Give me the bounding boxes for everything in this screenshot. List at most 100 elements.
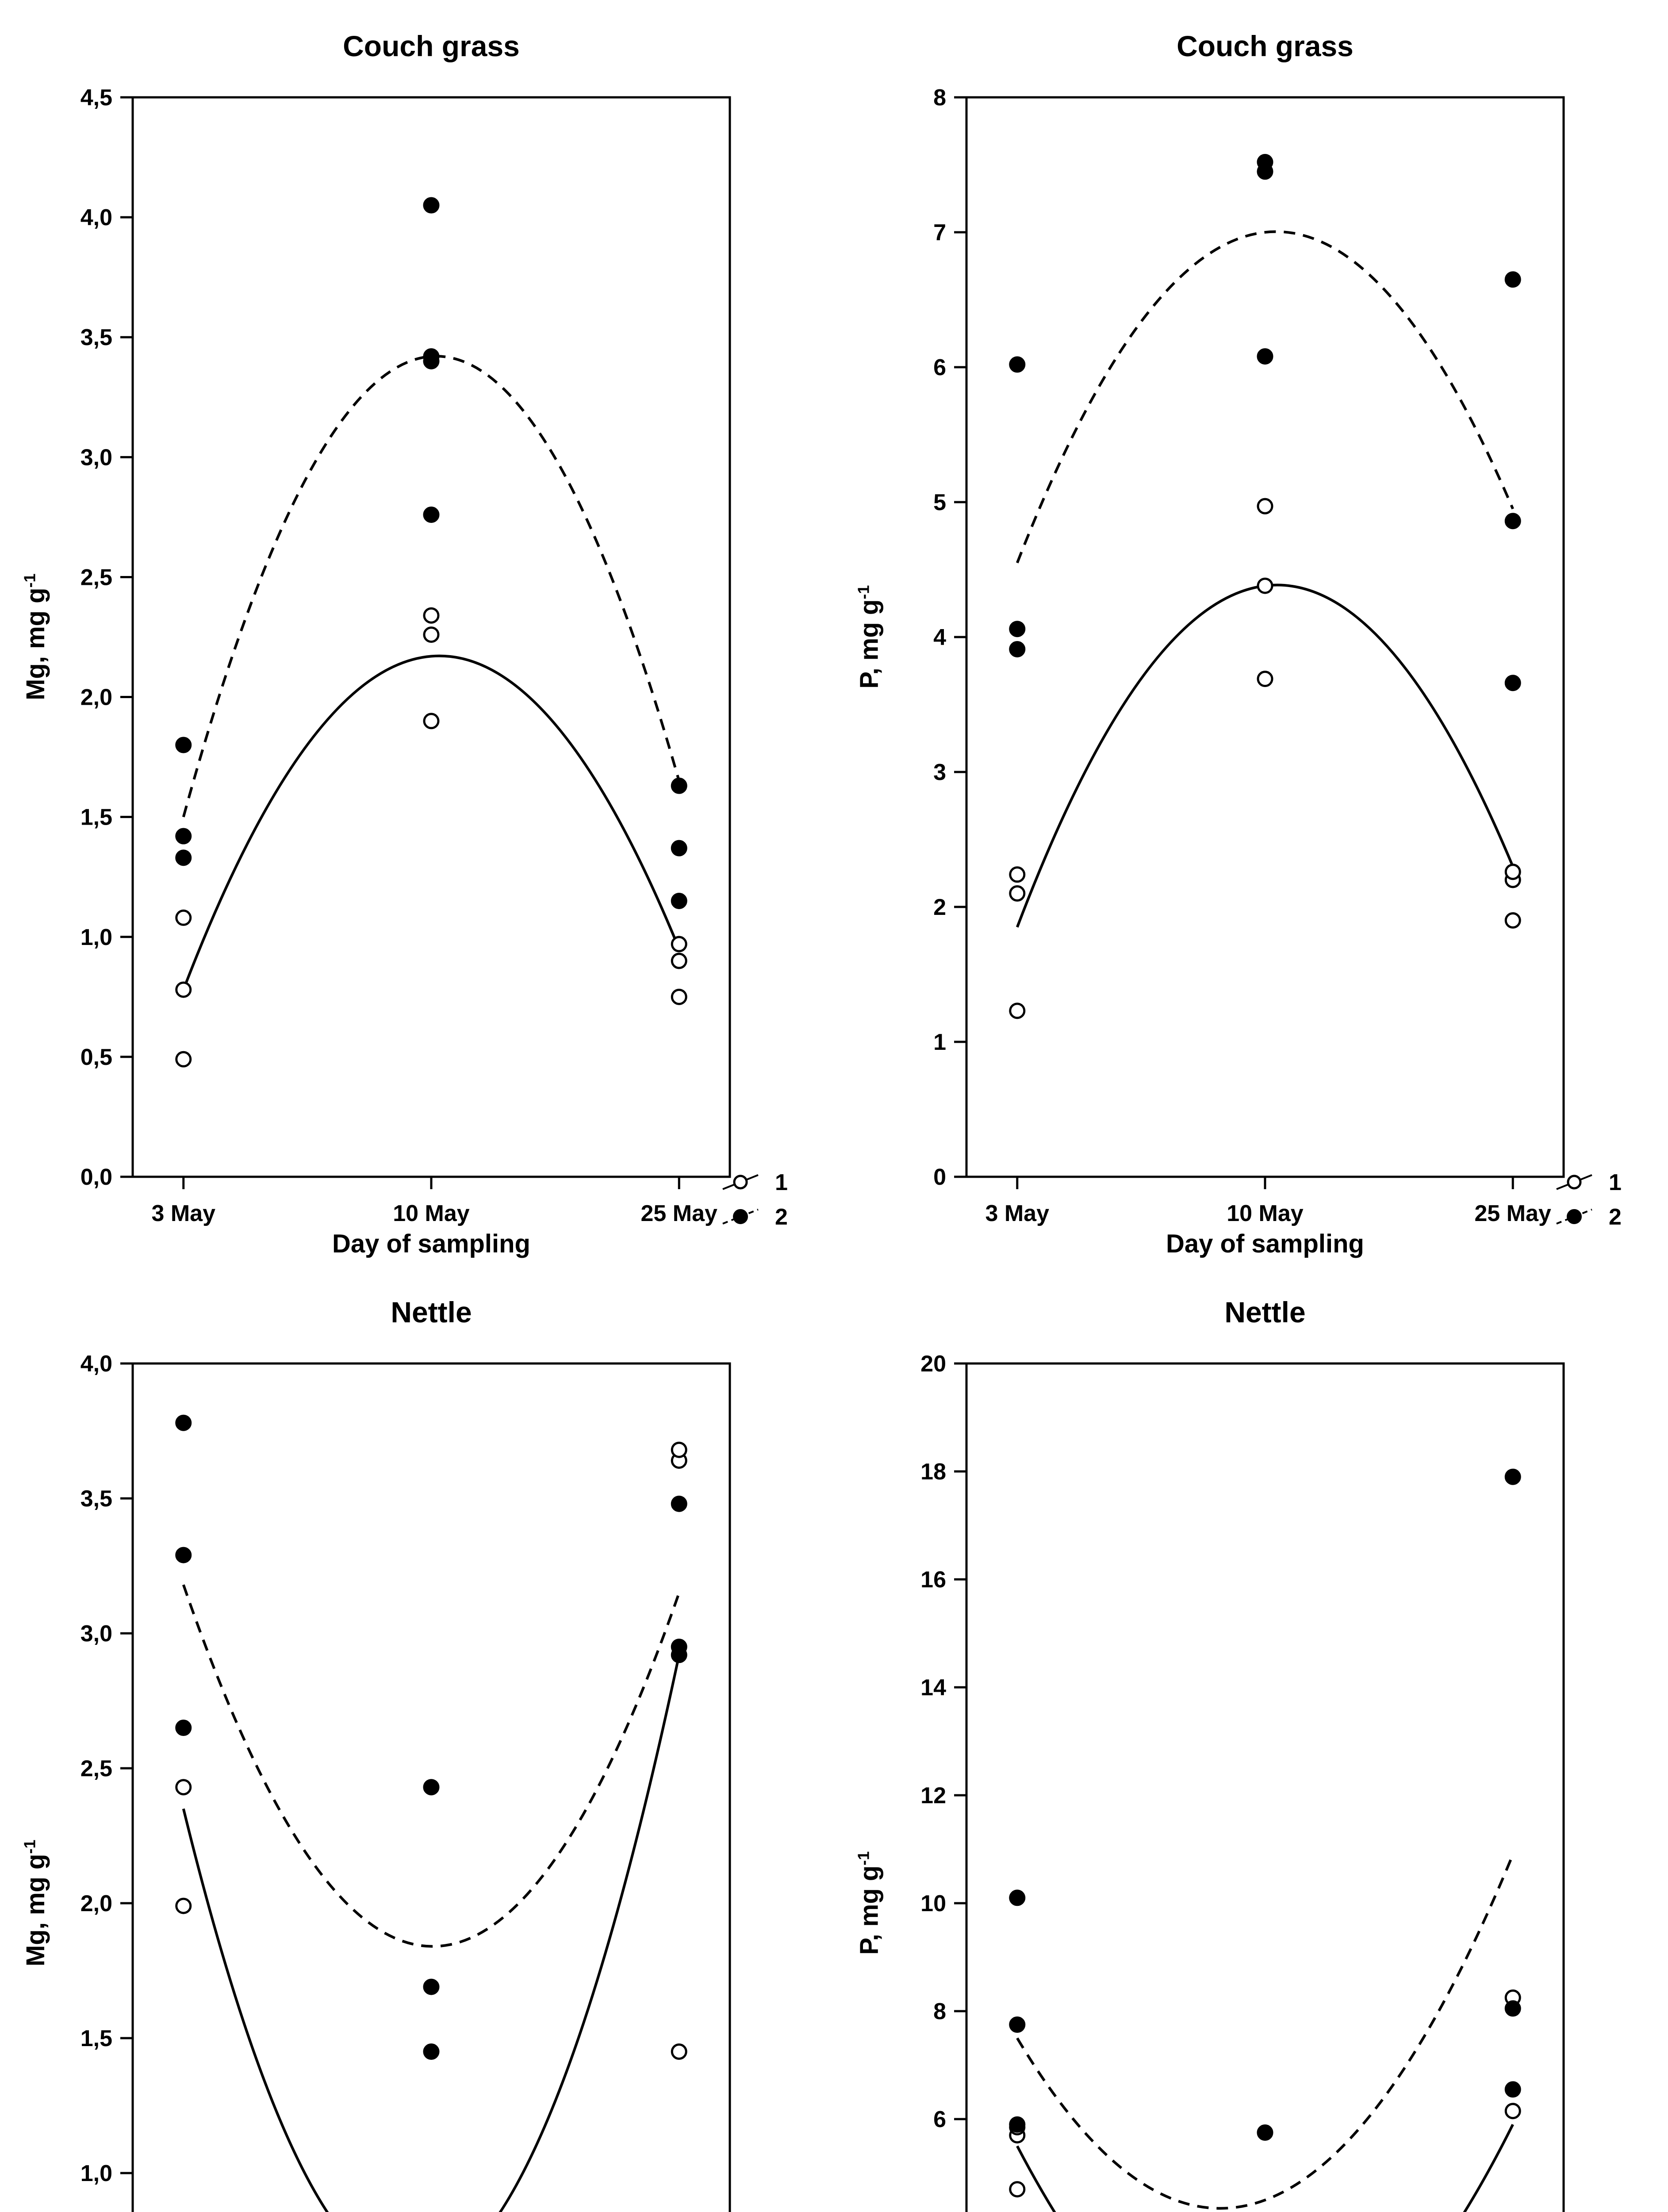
data-point-series1 xyxy=(175,981,192,998)
data-point-series1 xyxy=(1257,671,1273,687)
data-point-series2 xyxy=(1009,621,1026,637)
data-point-series2 xyxy=(1257,348,1273,365)
y-tick-label: 5 xyxy=(933,490,946,515)
data-point-series2 xyxy=(1009,356,1026,373)
chart-title: Nettle xyxy=(391,1296,472,1329)
data-point-series1 xyxy=(175,1051,192,1068)
data-point-series2 xyxy=(1009,2116,1026,2133)
y-tick-label: 2,0 xyxy=(81,1891,112,1916)
chart-title: Couch grass xyxy=(343,30,520,62)
data-point-series2 xyxy=(423,197,440,214)
data-point-series1 xyxy=(175,1897,192,1914)
y-tick-label: 3,0 xyxy=(81,445,112,470)
data-point-series2 xyxy=(175,1547,192,1563)
data-point-series2 xyxy=(423,506,440,523)
data-point-series1 xyxy=(423,607,440,624)
data-point-series2 xyxy=(1504,271,1521,288)
data-point-series1 xyxy=(175,909,192,926)
data-point-series2 xyxy=(671,1639,687,1655)
chart-title: Nettle xyxy=(1224,1296,1306,1329)
data-point-series1 xyxy=(1009,2181,1026,2198)
data-point-series2 xyxy=(1009,1889,1026,1906)
y-tick-label: 1 xyxy=(933,1029,946,1055)
fit-curve-series1 xyxy=(182,654,681,991)
x-tick-label: 25 May xyxy=(641,1201,718,1226)
data-point-series2 xyxy=(175,737,192,753)
data-point-series1 xyxy=(1504,864,1521,880)
data-point-series1 xyxy=(1009,1002,1026,1019)
chart-panel-nettle-mg: Nettle Mg, mg g-1 0,00,51,01,52,02,53,03… xyxy=(0,1266,834,2212)
x-tick-label: 3 May xyxy=(985,1201,1049,1226)
y-tick-label: 3,5 xyxy=(81,325,112,350)
y-tick-label: 4,0 xyxy=(81,205,112,230)
data-point-series2 xyxy=(175,828,192,845)
y-tick-label: 10 xyxy=(920,1891,946,1916)
chart-panel-nettle-p: Nettle P, mg g-1 024681012141618203 May1… xyxy=(834,1266,1668,2212)
y-tick-label: 4 xyxy=(933,625,946,650)
plot-area: 0 1 2 3 4 5 6 7 8 3 May 10 May 25 May xyxy=(933,85,1565,1226)
data-point-series1 xyxy=(1504,912,1521,929)
fit-curve-series2 xyxy=(1016,230,1515,564)
data-point-series1 xyxy=(671,936,687,952)
y-tick-label: 7 xyxy=(933,220,946,246)
y-tick-label: 18 xyxy=(920,1459,946,1485)
data-point-series1 xyxy=(1504,2103,1521,2120)
data-point-series2 xyxy=(1257,2124,1273,2141)
data-point-series2 xyxy=(671,892,687,909)
data-point-series1 xyxy=(1009,885,1026,902)
y-tick-label: 0,5 xyxy=(81,1045,112,1070)
data-point-series2 xyxy=(175,1720,192,1736)
chart-panel-couch-grass-mg: Couch grass Mg, mg g-1 0,0 0,5 1,0 1,5 2,0 2,… xyxy=(0,0,834,1266)
data-point-series1 xyxy=(671,2043,687,2060)
x-tick-label: 25 May xyxy=(1475,1201,1552,1226)
data-point-series1 xyxy=(175,1779,192,1796)
y-tick-label: 1,0 xyxy=(81,2161,112,2186)
data-point-series1 xyxy=(671,988,687,1005)
data-point-series1 xyxy=(671,952,687,969)
data-point-series1 xyxy=(423,713,440,730)
y-tick-label: 0,0 xyxy=(81,1164,112,1190)
legend-label-2: 2 xyxy=(1609,1204,1622,1230)
legend-item-1: 1 xyxy=(1554,1169,1622,1196)
fit-curve-series2 xyxy=(182,1584,681,1948)
data-point-series2 xyxy=(423,2043,440,2060)
y-tick-label: 20 xyxy=(920,1351,946,1377)
y-tick-label: 4,0 xyxy=(81,1351,112,1377)
chart-title: Couch grass xyxy=(1177,30,1354,62)
y-tick-label: 6 xyxy=(933,355,946,380)
y-tick-label: 2,5 xyxy=(81,1756,112,1782)
legend-item-2: 2 xyxy=(720,1203,788,1231)
y-tick-label: 6 xyxy=(933,2107,946,2132)
y-tick-label: 1,5 xyxy=(81,805,112,830)
data-point-series2 xyxy=(1504,675,1521,691)
fit-curve-series1 xyxy=(1016,584,1515,928)
fit-curve-series2 xyxy=(1016,1854,1515,2210)
fit-curve-series1 xyxy=(182,1655,681,2212)
y-tick-label: 1,5 xyxy=(81,2026,112,2051)
x-tick-label: 10 May xyxy=(393,1201,470,1226)
data-point-series2 xyxy=(423,1978,440,1995)
data-point-series1 xyxy=(1257,498,1273,515)
legend-item-2: 2 xyxy=(1554,1203,1622,1231)
data-point-series1 xyxy=(1009,866,1026,883)
data-point-series2 xyxy=(1009,641,1026,657)
data-point-series2 xyxy=(175,1414,192,1431)
y-tick-label: 12 xyxy=(920,1783,946,1809)
legend-item-1: 1 xyxy=(720,1169,788,1196)
x-axis-label: Day of sampling xyxy=(1166,1229,1364,1258)
plot-frame xyxy=(965,96,1565,1178)
legend-label-1: 1 xyxy=(775,1170,788,1195)
data-point-series2 xyxy=(1504,1468,1521,1485)
legend-label-2: 2 xyxy=(775,1204,788,1230)
open-circle-marker-icon xyxy=(722,1174,759,1190)
y-tick-label: 14 xyxy=(920,1675,946,1701)
filled-circle-marker-icon xyxy=(1556,1209,1592,1225)
plot-area: 0,0 0,5 1,0 1,5 2,0 2,5 3,0 3,5 4,0 4,5 3 May 10 Ma… xyxy=(81,85,731,1226)
y-tick-label: 0 xyxy=(933,1164,946,1190)
fit-curve-series2 xyxy=(182,355,681,818)
y-tick-label: 2,5 xyxy=(81,565,112,590)
data-point-series2 xyxy=(423,348,440,365)
data-point-series2 xyxy=(1257,154,1273,170)
